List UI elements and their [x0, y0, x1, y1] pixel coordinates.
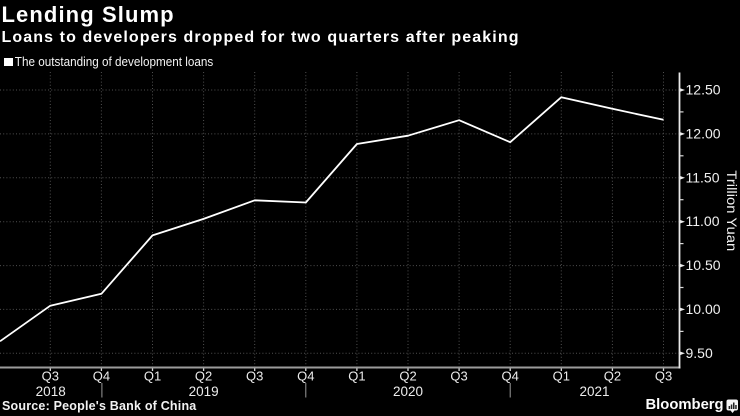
svg-text:12.50: 12.50: [686, 82, 721, 98]
svg-text:Q3: Q3: [450, 369, 467, 384]
svg-text:11.00: 11.00: [686, 213, 720, 229]
svg-text:Q1: Q1: [553, 369, 570, 384]
svg-text:Q2: Q2: [399, 369, 416, 384]
svg-text:Q3: Q3: [42, 369, 59, 384]
svg-text:2019: 2019: [189, 384, 219, 399]
svg-text:9.50: 9.50: [686, 345, 713, 361]
svg-text:2020: 2020: [393, 384, 423, 399]
svg-text:2018: 2018: [36, 384, 66, 399]
svg-text:10.50: 10.50: [686, 257, 721, 273]
svg-text:Trillion Yuan: Trillion Yuan: [724, 170, 739, 251]
svg-text:2021: 2021: [579, 384, 609, 399]
svg-text:11.50: 11.50: [686, 169, 720, 185]
svg-text:Q2: Q2: [195, 369, 212, 384]
svg-text:Q4: Q4: [93, 369, 110, 384]
svg-text:Q1: Q1: [348, 369, 365, 384]
svg-text:Q4: Q4: [297, 369, 314, 384]
svg-text:Q2: Q2: [604, 369, 621, 384]
svg-text:Q3: Q3: [246, 369, 263, 384]
svg-text:12.00: 12.00: [686, 125, 721, 141]
svg-text:Q1: Q1: [144, 369, 161, 384]
svg-text:Q4: Q4: [502, 369, 519, 384]
svg-text:10.00: 10.00: [686, 301, 721, 317]
svg-text:Q3: Q3: [655, 369, 672, 384]
